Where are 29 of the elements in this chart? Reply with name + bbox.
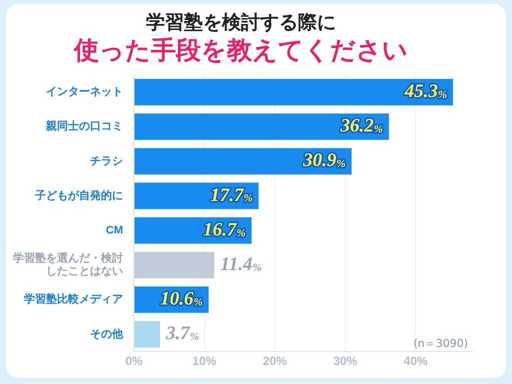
bar bbox=[134, 113, 389, 140]
chart-subtitle: 使った手段を教えてください bbox=[73, 36, 408, 65]
x-tick-label: 20% bbox=[262, 354, 288, 368]
y-tick-label: 学習塾比較メディア bbox=[24, 292, 123, 306]
data-label: 45.3% bbox=[404, 81, 447, 102]
bar bbox=[134, 321, 160, 348]
y-tick-label: 親同士の口コミ bbox=[45, 120, 123, 133]
y-tick-label: チラシ bbox=[90, 155, 123, 168]
annotation: (n＝3090) bbox=[413, 336, 468, 350]
x-tick-label: 0% bbox=[125, 354, 143, 368]
data-label: 30.9% bbox=[302, 150, 346, 172]
data-label: 3.7% bbox=[165, 323, 199, 344]
bar bbox=[134, 252, 214, 278]
x-tick-label: 10% bbox=[192, 354, 217, 368]
y-tick-label: インターネット bbox=[46, 86, 123, 98]
bar bbox=[134, 78, 453, 106]
data-label: 10.6% bbox=[160, 288, 203, 310]
bar bbox=[134, 148, 352, 175]
chart-title: 学習塾を検討する際に bbox=[146, 12, 336, 34]
y-tick-label: 子どもが自発的に bbox=[34, 188, 123, 202]
data-label: 16.7% bbox=[203, 219, 246, 240]
data-label: 11.4% bbox=[220, 254, 262, 276]
y-tick-label: CM bbox=[106, 224, 123, 237]
x-tick-label: 30% bbox=[333, 354, 358, 368]
y-tick-label: その他 bbox=[90, 327, 124, 340]
data-label: 36.2% bbox=[339, 116, 383, 137]
x-tick-label: 40% bbox=[404, 354, 428, 368]
data-label: 17.7% bbox=[210, 184, 253, 206]
y-tick-label: 学習塾を選んだ・検討したことはない bbox=[13, 252, 123, 278]
